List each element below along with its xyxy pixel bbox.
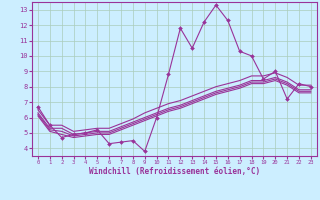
X-axis label: Windchill (Refroidissement éolien,°C): Windchill (Refroidissement éolien,°C) (89, 167, 260, 176)
